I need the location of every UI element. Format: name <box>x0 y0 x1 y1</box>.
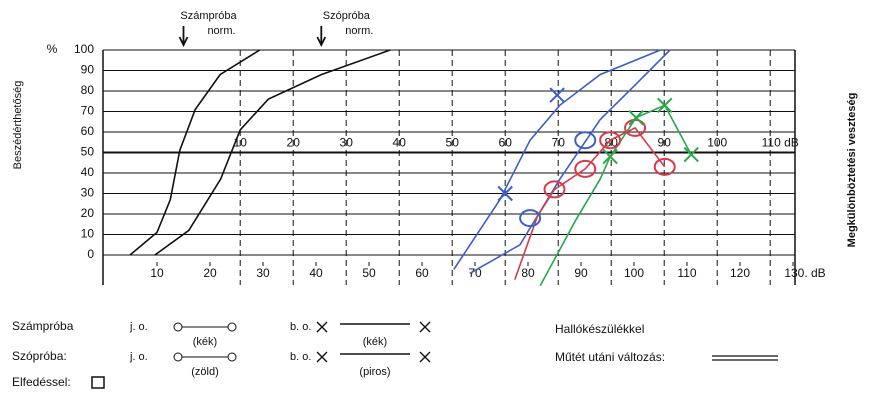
annotation: Számpróba <box>180 10 237 22</box>
key-symbol <box>316 351 431 363</box>
x-tick-label: 80 <box>521 266 535 280</box>
y2-axis-label: Megkülönböztetési veszteség <box>846 93 858 248</box>
x2-tick-label: 40 <box>393 136 407 150</box>
key-bo-color: (piros) <box>359 366 390 378</box>
curve <box>469 49 671 275</box>
marker-x <box>657 97 673 114</box>
marker-circle <box>653 157 676 176</box>
x2-tick-label: 30 <box>340 136 354 150</box>
key-jo-color: (zöld) <box>191 366 219 378</box>
x-tick-label: 100 <box>624 266 644 280</box>
marker-x <box>602 148 618 165</box>
key-surgery: Műtét utáni változás: <box>555 350 665 364</box>
marker-x <box>683 146 699 163</box>
x-tick-label: 120 <box>730 266 750 280</box>
key-jo-color: (kék) <box>193 336 217 348</box>
y-tick-label: 80 <box>81 83 95 97</box>
x-tick-label: 20 <box>203 266 217 280</box>
annotation-arrow <box>178 26 189 48</box>
annotation: Szópróba <box>323 10 371 22</box>
x-tick-label: 90 <box>574 266 588 280</box>
marker-circle <box>543 180 566 199</box>
marker-circle <box>574 131 597 150</box>
x-tick-label: 40 <box>309 266 323 280</box>
x2-tick-label: 100 <box>707 136 727 150</box>
x-tick-label: 130. dB <box>784 266 825 280</box>
key-symbol <box>227 352 237 362</box>
key-jo: j. o. <box>129 321 148 333</box>
key-masking: Elfedéssel: <box>12 375 71 389</box>
x2-tick-label: 110 dB <box>762 136 799 150</box>
key-bo: b. o. <box>290 351 311 363</box>
y-tick-label: 90 <box>81 63 95 77</box>
y-tick-label: 100 <box>74 42 94 56</box>
y-tick-label: 30 <box>81 186 95 200</box>
x2-tick-label: 50 <box>446 136 460 150</box>
x-tick-label: 30 <box>256 266 270 280</box>
x2-tick-label: 90 <box>658 136 672 150</box>
key-label: Számpróba <box>12 319 74 333</box>
key-symbol <box>173 352 183 362</box>
y-tick-label: 70 <box>81 104 95 118</box>
x-tick-label: 110 <box>677 266 696 280</box>
x-tick-label: 10 <box>150 266 164 280</box>
key-bo: b. o. <box>290 321 311 333</box>
x2-tick-label: 80 <box>605 136 619 150</box>
key-symbol <box>227 322 237 332</box>
y-tick-label: 20 <box>81 206 95 220</box>
curve <box>453 49 661 270</box>
annotation-arrow <box>316 26 327 48</box>
y-unit: % <box>47 42 58 56</box>
curve <box>129 49 261 256</box>
curve <box>514 126 666 280</box>
y-tick-label: 10 <box>81 227 95 241</box>
x-tick-label: 70 <box>468 266 482 280</box>
y-tick-label: 40 <box>81 165 95 179</box>
marker-x <box>549 87 565 103</box>
key-symbol <box>316 321 431 333</box>
x-tick-label: 50 <box>362 266 376 280</box>
x2-tick-label: 60 <box>499 136 513 150</box>
annotation-sub: norm. <box>345 25 373 37</box>
masking-symbol <box>91 376 105 389</box>
key-hearing-aid: Hallókészülékkel <box>555 322 644 336</box>
key-bo-color: (kék) <box>363 336 387 348</box>
marker-circle <box>519 209 542 228</box>
key-jo: j. o. <box>129 351 148 363</box>
key-label: Szópróba: <box>12 349 67 363</box>
curve <box>154 49 391 256</box>
y-tick-label: 0 <box>87 247 94 261</box>
y-axis-label: Beszédérthetőség <box>12 81 24 170</box>
marker-x <box>628 109 644 126</box>
y-tick-label: 50 <box>81 145 95 159</box>
marker-circle <box>574 159 597 178</box>
key-symbol <box>173 322 183 332</box>
y-tick-label: 60 <box>81 124 95 138</box>
x2-tick-label: 20 <box>287 136 301 150</box>
x2-tick-label: 70 <box>552 136 566 150</box>
marker-circle <box>599 131 622 150</box>
marker-x <box>497 185 513 202</box>
x-tick-label: 60 <box>415 266 429 280</box>
annotation-sub: norm. <box>207 25 235 37</box>
